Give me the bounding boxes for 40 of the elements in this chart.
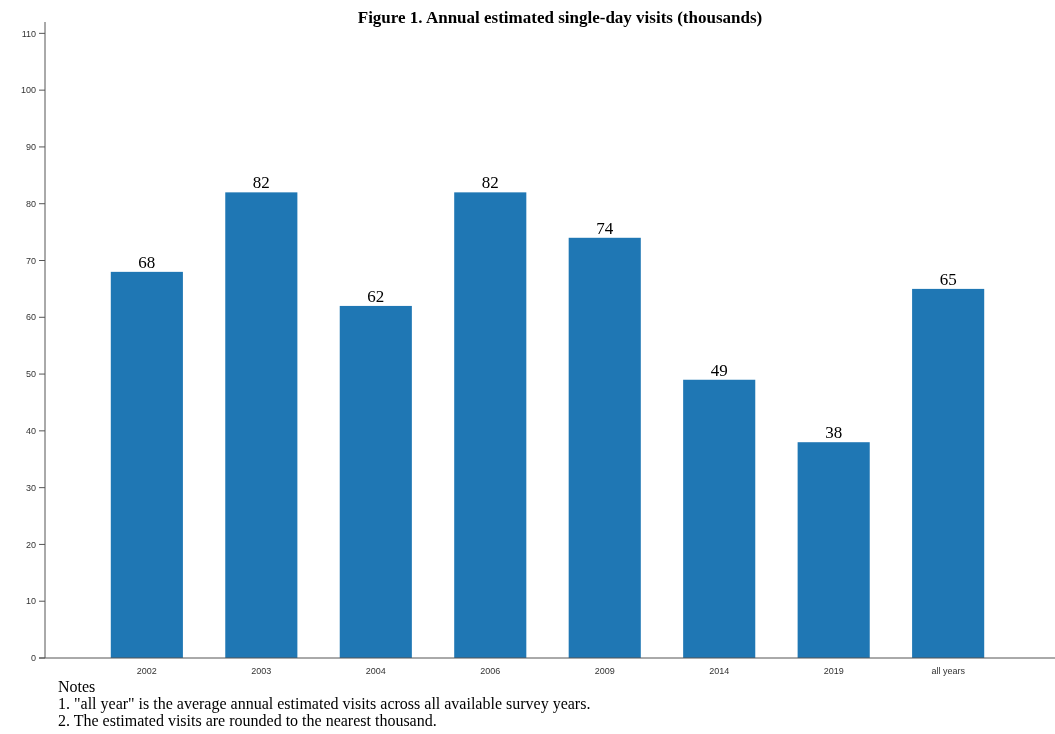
- text: 2. The estimated visits are rounded to the nearest thousand.: [58, 712, 437, 729]
- x-tick-label: 2019: [823, 666, 844, 676]
- bar: [110, 271, 183, 658]
- x-tick-label: 2004: [365, 666, 386, 676]
- data-label: 82: [481, 173, 499, 193]
- bar: [225, 192, 298, 658]
- y-tick-label: 90: [25, 142, 36, 153]
- y-tick-label: 50: [25, 369, 36, 380]
- data-label: 38: [825, 423, 843, 443]
- text: Notes: [58, 678, 96, 695]
- y-tick-label: 20: [25, 539, 36, 550]
- y-tick-label: 70: [25, 255, 36, 266]
- x-tick-label: 2014: [709, 666, 730, 676]
- text: 1. "all year" is the average annual estimated visits across all available survey years.: [58, 695, 591, 713]
- y-tick-label: 80: [25, 198, 36, 209]
- y-tick-label: 40: [25, 426, 36, 437]
- data-label: 65: [939, 269, 957, 289]
- bar: [568, 237, 641, 658]
- bar: [454, 192, 527, 658]
- bar: [912, 288, 985, 658]
- y-tick-label: 100: [20, 85, 36, 96]
- y-tick-label: 10: [25, 596, 36, 607]
- data-label: 49: [710, 360, 728, 380]
- data-label: 68: [138, 252, 156, 272]
- y-tick-label: 0: [30, 653, 36, 664]
- x-tick-label: 2003: [251, 666, 272, 676]
- x-tick-label: 2006: [480, 666, 501, 676]
- data-label: 82: [252, 173, 270, 193]
- y-tick-label: 60: [25, 312, 36, 323]
- chart-title: Figure 1. Annual estimated single-day visits (thousands): [357, 8, 763, 27]
- x-tick-label: 2009: [594, 666, 615, 676]
- data-label: 62: [367, 286, 385, 306]
- bar: [683, 379, 756, 658]
- bar: [339, 305, 412, 658]
- data-label: 74: [596, 218, 614, 238]
- x-tick-label: 2002: [136, 666, 157, 676]
- y-tick-label: 30: [25, 482, 36, 493]
- y-tick-label: 110: [21, 28, 36, 39]
- x-tick-label: all years: [931, 666, 966, 676]
- bar: [797, 442, 870, 658]
